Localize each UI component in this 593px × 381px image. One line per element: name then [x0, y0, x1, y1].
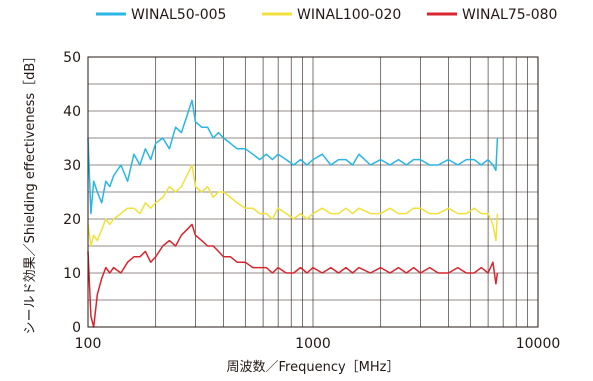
legend-label: WINAL75-080: [462, 7, 557, 23]
y-tick-label: 30: [63, 158, 81, 174]
series-line-winal100-020: [87, 164, 499, 247]
x-tick-label: 100: [75, 336, 102, 352]
y-tick-label: 10: [63, 266, 81, 282]
legend-item: WINAL100-020: [262, 7, 401, 23]
series-line-winal50-005: [87, 99, 499, 215]
x-axis-title: 周波数／Frequency［MHz］: [227, 360, 400, 375]
y-tick-label: 40: [63, 104, 81, 120]
y-axis-title: シールド効果／Shielding effectiveness［dB］: [23, 50, 38, 335]
series-line-winal75-080: [87, 223, 499, 328]
x-tick-labels: 100 1000 10000: [75, 336, 561, 352]
y-tick-label: 20: [63, 212, 81, 228]
plot-frame: [87, 56, 539, 328]
grid: [88, 57, 538, 327]
x-tick-label: 10000: [516, 336, 561, 352]
y-tick-label: 50: [63, 50, 81, 66]
legend: WINAL50-005 WINAL100-020 WINAL75-080: [96, 7, 557, 23]
legend-item: WINAL50-005: [96, 7, 226, 23]
legend-label: WINAL100-020: [297, 7, 401, 23]
legend-label: WINAL50-005: [131, 7, 226, 23]
y-tick-labels: 0 10 20 30 40 50: [63, 50, 81, 336]
x-tick-label: 1000: [295, 336, 331, 352]
series-lines: [87, 99, 499, 328]
y-tick-label: 0: [72, 320, 81, 336]
legend-item: WINAL75-080: [427, 7, 557, 23]
